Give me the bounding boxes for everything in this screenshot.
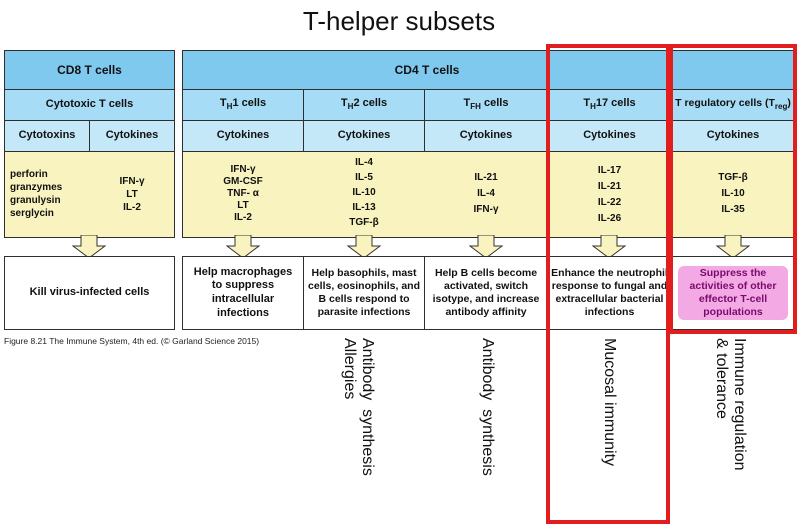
th2-function-box: Help basophils, mast cells, eosinophils,…	[303, 256, 425, 330]
cd8-cytokines-list: IFN-γ LT IL-2	[119, 176, 145, 213]
th1-header: TH1 cells	[182, 89, 304, 121]
cd8-down-arrow-icon	[72, 235, 106, 259]
cd8-molecules	[4, 151, 175, 238]
tfh-function-text: Help B cells become activated, switch is…	[432, 266, 540, 319]
th2-function-text: Help basophils, mast cells, eosinophils,…	[307, 266, 421, 319]
treg-function-box: Suppress the activities of other effecto…	[671, 256, 795, 330]
cytokines-label: Cytokines	[706, 129, 760, 142]
th1-cytokines-category: Cytokines	[182, 120, 304, 152]
th17-highlight-box	[546, 44, 670, 524]
treg-highlight-box	[669, 44, 797, 334]
tfh-label-rest: cells	[480, 97, 509, 110]
th1-label-sub: H	[226, 102, 233, 112]
treg-cytokines-category: Cytokines	[671, 120, 795, 152]
tfh-annotation: Antibody synthesis	[479, 338, 496, 476]
th2-annotation: Antibody synthesis Allergies	[341, 338, 376, 476]
th2-label-rest: 2 cells	[353, 97, 388, 110]
treg-down-arrow-icon	[716, 235, 750, 259]
cd4-header: CD4 T cells	[182, 50, 672, 90]
th2-down-arrow-icon	[347, 235, 381, 259]
cytokines-label: Cytokines	[105, 129, 159, 142]
cytokines-label: Cytokines	[337, 129, 391, 142]
th17-label: TH17 cells	[583, 97, 635, 112]
tfh-label-main: T	[463, 97, 471, 110]
cytokines-label: Cytokines	[583, 129, 636, 142]
th1-cytokine-list: IFN-γ GM-CSF TNF- α LT IL-2	[223, 164, 263, 223]
treg-label: T regulatory cells (Treg)	[675, 97, 791, 112]
cd8-function-box: Kill virus-infected cells	[4, 256, 175, 330]
th17-label-main: T	[583, 97, 591, 110]
treg-label-rest: )	[787, 97, 791, 110]
page-title: T-helper subsets	[302, 6, 496, 36]
th2-label-main: T	[340, 97, 348, 110]
th17-header: TH17 cells	[547, 89, 672, 121]
cd8-header: CD8 T cells	[4, 50, 175, 90]
th2-header: TH2 cells	[303, 89, 425, 121]
figure-caption: Figure 8.21 The Immune System, 4th ed. (…	[4, 336, 260, 346]
th17-function-text: Enhance the neutrophil response to funga…	[551, 266, 668, 319]
cd8-function-text: Kill virus-infected cells	[29, 286, 150, 299]
tfh-cytokine-list: IL-21 IL-4 IFN-γ	[473, 172, 499, 215]
th2-cytokine-list: IL-4 IL-5 IL-10 IL-13 TGF-β	[349, 157, 379, 228]
th1-label: TH1 cells	[220, 97, 266, 112]
th1-label-rest: 1 cells	[232, 97, 267, 110]
th17-annotation: Mucosal immunity	[601, 338, 618, 467]
th2-label-sub: H	[347, 102, 354, 112]
cd8-cytotoxins-list: perforin granzymes granulysin serglycin	[10, 169, 63, 219]
th17-down-arrow-icon	[592, 235, 626, 259]
treg-annotation: Immune regulation & tolerance	[713, 338, 748, 471]
cytotoxic-label: Cytotoxic T cells	[45, 98, 134, 111]
th1-function-box: Help macrophages to suppress intracellul…	[182, 256, 304, 330]
th2-label: TH2 cells	[341, 97, 387, 112]
cd4-header-label: CD4 T cells	[394, 62, 460, 77]
th17-cytokine-list: IL-17 IL-21 IL-22 IL-26	[597, 165, 622, 224]
th1-label-main: T	[219, 97, 227, 110]
th1-down-arrow-icon	[226, 235, 260, 259]
th2-cytokines-category: Cytokines	[303, 120, 425, 152]
th17-function-box: Enhance the neutrophil response to funga…	[547, 256, 672, 330]
th17-label-sub: H	[590, 102, 596, 112]
cd8-cytotoxins-category: Cytotoxins	[4, 120, 90, 152]
cytotoxic-t-cells-header: Cytotoxic T cells	[4, 89, 175, 121]
treg-label-main: T regulatory cells (T	[675, 97, 775, 110]
tfh-function-box: Help B cells become activated, switch is…	[424, 256, 548, 330]
th1-function-text: Help macrophages to suppress intracellul…	[193, 265, 293, 319]
treg-label-sub: reg	[774, 102, 788, 112]
tfh-label-sub: FH	[470, 102, 481, 112]
th17-label-rest: 17 cells	[595, 97, 636, 110]
tfh-header: TFH cells	[424, 89, 548, 121]
th17-cytokines-category: Cytokines	[547, 120, 672, 152]
cd8-cytokines-category: Cytokines	[89, 120, 175, 152]
tfh-label: TFH cells	[464, 97, 509, 112]
treg-function-text: Suppress the activities of other effecto…	[678, 265, 788, 321]
cytotoxins-label: Cytotoxins	[18, 129, 76, 142]
cytokines-label: Cytokines	[216, 129, 270, 142]
cytokines-label: Cytokines	[459, 129, 513, 142]
cd8-header-label: CD8 T cells	[57, 62, 122, 77]
tfh-down-arrow-icon	[469, 235, 503, 259]
treg-cytokine-list: TGF-β IL-10 IL-35	[718, 172, 748, 215]
tfh-cytokines-category: Cytokines	[424, 120, 548, 152]
